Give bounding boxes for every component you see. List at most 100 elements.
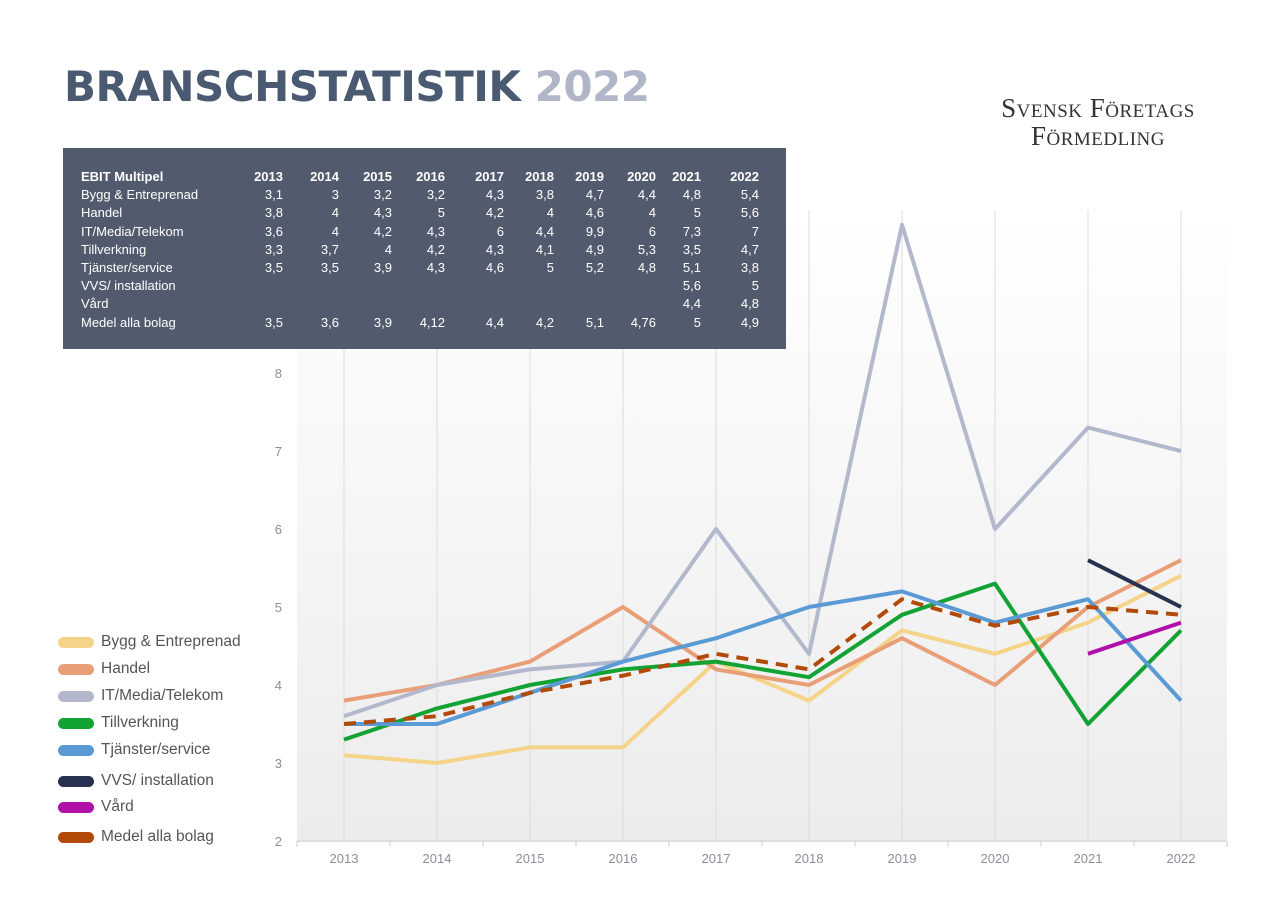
table-cell	[249, 277, 283, 295]
table-row: Bygg & Entreprenad 3,1 3 3,2 3,2 4,3 3,8 4,7 4,4…	[81, 186, 759, 204]
legend-label: IT/Media/Telekom	[101, 687, 224, 704]
legend-label: Vård	[101, 798, 134, 815]
series-line-it-media-telekom	[343, 222, 1182, 719]
year-header: 2015	[363, 169, 392, 184]
x-tick-label: 2020	[981, 851, 1010, 866]
year-header: 2014	[310, 169, 339, 184]
table-cell: 5,1	[682, 260, 701, 276]
x-tick-label: 2014	[423, 851, 452, 866]
row-label: Tjänster/service	[81, 260, 173, 276]
y-tick-label: 8	[275, 366, 282, 381]
table-heading: EBIT Multipel	[81, 169, 164, 184]
table-cell: 5	[693, 205, 701, 221]
table-cell: 4	[384, 241, 392, 257]
year-header: 2016	[416, 169, 445, 184]
legend-label: Bygg & Entreprenad	[101, 633, 241, 650]
brand-line-2: Förmedling	[1030, 121, 1165, 151]
table-cell: 4,4	[637, 187, 656, 203]
table-cell	[554, 277, 604, 295]
table-cell: 5	[437, 205, 445, 221]
table-cell: 4,8	[682, 187, 701, 203]
row-label: Handel	[81, 205, 123, 221]
table-cell: 3,2	[373, 187, 392, 203]
table-cell: 5,1	[585, 314, 604, 330]
table-cell: 4,3	[426, 223, 445, 239]
table-cell: 4,2	[426, 241, 445, 257]
table-cell	[604, 295, 656, 313]
x-tick-label: 2022	[1167, 851, 1196, 866]
table-cell: 6	[648, 223, 656, 239]
series-line-bygg-entreprenad	[343, 574, 1182, 765]
ebit-table-panel: EBIT Multipel 2013 2014 2015 2016 2017 2…	[63, 148, 786, 349]
table-cell: 4,8	[740, 296, 759, 312]
series-line-tillverkning	[343, 581, 1183, 742]
table-cell: 3,7	[320, 241, 339, 257]
legend-item: Tjänster/service	[58, 740, 210, 760]
legend-label: Tjänster/service	[101, 741, 211, 758]
table-cell	[283, 295, 339, 313]
table-row: Handel 3,8 4 4,3 5 4,2 4 4,6 4 5 5,6	[81, 204, 759, 222]
table-cell: 4,4	[535, 223, 554, 239]
legend-swatch	[58, 663, 94, 675]
table-cell: 3,5	[320, 260, 339, 276]
title-year: 2022	[534, 62, 650, 111]
table-cell	[249, 295, 283, 313]
series-line-medel-alla-bolag	[343, 597, 1182, 726]
table-cell: 3,8	[740, 260, 759, 276]
table-cell: 3,5	[264, 260, 283, 276]
row-label: IT/Media/Telekom	[81, 223, 184, 239]
title-main: BRANSCHSTATISTIK	[64, 62, 521, 111]
y-tick-label: 3	[275, 756, 282, 771]
x-tick-label: 2018	[795, 851, 824, 866]
year-header: 2013	[254, 169, 283, 184]
table-cell: 4,4	[485, 314, 504, 330]
table-row: Tillverkning 3,3 3,7 4 4,2 4,3 4,1 4,9 5,3 3,5 4,7	[81, 241, 759, 259]
year-header: 2021	[672, 169, 701, 184]
table-cell: 4,9	[585, 241, 604, 257]
table-row: Vård 4,4 4,8	[81, 295, 759, 313]
legend-item: Bygg & Entreprenad	[58, 632, 241, 652]
legend-swatch	[58, 690, 94, 702]
series-line-vvs-installation	[1087, 558, 1182, 609]
table-cell: 3,5	[682, 241, 701, 257]
legend-swatch	[58, 744, 94, 756]
year-header: 2019	[575, 169, 604, 184]
row-label: VVS/ installation	[81, 278, 176, 294]
table-cell: 4	[331, 205, 339, 221]
legend-item: Tillverkning	[58, 713, 179, 733]
table-cell: 4,12	[419, 314, 445, 330]
table-cell: 4,6	[485, 260, 504, 276]
y-tick-label: 2	[275, 834, 282, 849]
table-cell: 3,1	[264, 187, 283, 203]
y-tick-label: 6	[275, 522, 282, 537]
table-cell: 4,9	[740, 314, 759, 330]
table-cell: 4,2	[485, 205, 504, 221]
year-header: 2018	[525, 169, 554, 184]
table-cell: 4,7	[585, 187, 604, 203]
table-cell: 4	[331, 223, 339, 239]
table-cell: 4,3	[426, 260, 445, 276]
table-cell: 5	[693, 314, 701, 330]
series-line-tjänster-service	[344, 589, 1183, 726]
table-cell	[445, 295, 504, 313]
legend-item: Handel	[58, 659, 150, 679]
legend-swatch	[58, 831, 94, 843]
table-cell	[445, 277, 504, 295]
table-cell	[392, 295, 445, 313]
table-cell: 4,6	[585, 205, 604, 221]
ebit-table: EBIT Multipel 2013 2014 2015 2016 2017 2…	[81, 168, 759, 332]
table-cell	[339, 295, 392, 313]
legend-swatch	[58, 775, 94, 787]
x-tick-label: 2019	[888, 851, 917, 866]
table-cell	[504, 277, 554, 295]
y-tick-label: 7	[275, 444, 282, 459]
legend-item: Medel alla bolag	[58, 827, 214, 847]
year-header: 2017	[475, 169, 504, 184]
year-header: 2022	[730, 169, 759, 184]
table-cell: 3,5	[264, 314, 283, 330]
legend-swatch	[58, 636, 94, 648]
y-tick-label: 4	[275, 678, 282, 693]
x-tick-label: 2017	[702, 851, 731, 866]
series-line-handel	[343, 558, 1182, 703]
table-cell	[604, 277, 656, 295]
